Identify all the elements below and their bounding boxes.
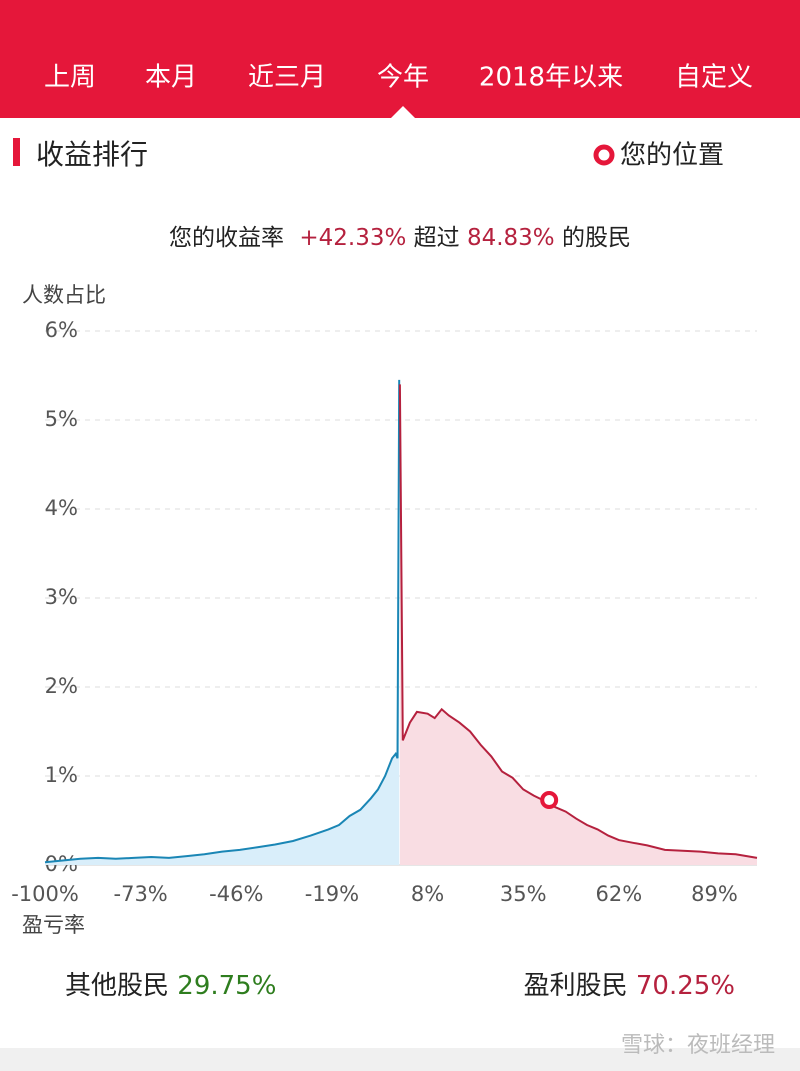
x-tick-label: -46% [209, 882, 263, 906]
position-marker [540, 791, 559, 810]
y-tick-label: 1% [45, 763, 78, 787]
section-title: 收益排行 [36, 138, 148, 171]
loss-stat: 其他股民 29.75% [65, 971, 276, 1001]
y-axis-label: 人数占比 [22, 283, 106, 307]
loss-label: 其他股民 [65, 971, 169, 1001]
tab-bar: 上周 本月 近三月 今年 2018年以来 自定义 [44, 63, 753, 118]
x-tick-label: 8% [411, 882, 444, 906]
y-tick-label: 3% [45, 585, 78, 609]
x-tick-label: -73% [114, 882, 168, 906]
position-legend-icon [593, 144, 615, 166]
area [399, 384, 757, 865]
summary-suffix: 的股民 [562, 225, 631, 251]
summary-prefix: 您的收益率 [169, 225, 284, 251]
line [44, 379, 401, 864]
profit-value: 70.25% [636, 971, 735, 1001]
area [45, 379, 400, 865]
x-tick-label: -100% [11, 882, 79, 906]
x-axis-label: 盈亏率 [22, 913, 85, 937]
summary-return: +42.33% [299, 225, 406, 251]
footer-bar [0, 1048, 800, 1071]
profit-stat: 盈利股民 70.25% [524, 971, 735, 1001]
y-tick-label: 4% [45, 496, 78, 520]
x-tick-label: -19% [305, 882, 359, 906]
x-tick-label: 62% [596, 882, 643, 906]
line [398, 384, 758, 859]
tab[interactable]: 今年 [377, 63, 429, 93]
y-tick-label: 2% [45, 674, 78, 698]
x-tick-label: 35% [500, 882, 547, 906]
position-legend: 您的位置 [620, 141, 724, 171]
watermark: 雪球：夜班经理 [621, 1033, 775, 1058]
tab[interactable]: 上周 [44, 63, 96, 93]
summary: 您的收益率 +42.33% 超过 84.83% 的股民 [169, 225, 631, 251]
profit-label: 盈利股民 [524, 971, 628, 1001]
loss-value: 29.75% [177, 971, 276, 1001]
header-bar [0, 0, 800, 118]
tab[interactable]: 本月 [145, 63, 197, 93]
chart: 0%1%2%3%4%5%6%-100%-73%-46%-19%8%35%62%8… [11, 318, 758, 906]
summary-middle: 超过 [414, 225, 460, 251]
summary-percent: 84.83% [467, 225, 555, 251]
tab[interactable]: 自定义 [675, 63, 753, 93]
y-tick-label: 5% [45, 407, 78, 431]
x-tick-label: 89% [691, 882, 738, 906]
tab[interactable]: 2018年以来 [479, 63, 623, 93]
section-marker [13, 138, 20, 166]
tab[interactable]: 近三月 [248, 63, 326, 93]
tab-indicator [391, 106, 415, 118]
y-tick-label: 6% [45, 318, 78, 342]
